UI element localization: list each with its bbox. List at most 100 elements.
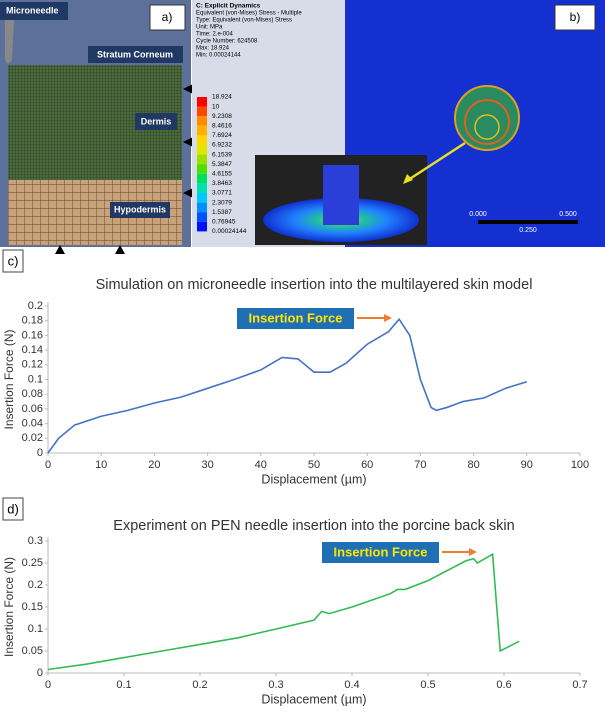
- scale-label: 1.5387: [212, 209, 232, 216]
- annotation: Insertion Force: [249, 310, 343, 325]
- y-tick-label: 0.05: [22, 645, 43, 657]
- x-tick-label: 0.4: [344, 679, 359, 691]
- color-cell: [197, 193, 207, 203]
- layer-box: [110, 202, 170, 218]
- scale-label: 2.3079: [212, 199, 232, 206]
- panel-label-box: [554, 4, 596, 31]
- x-tick-label: 0.7: [572, 679, 587, 691]
- y-tick-label: 0.06: [22, 403, 43, 415]
- panel-a: Microneedle Stratum Corneum Dermis Hypod…: [0, 0, 193, 254]
- panel-label: b): [570, 10, 581, 24]
- scale-label: 4.6155: [212, 171, 232, 178]
- x-tick-label: 0.3: [268, 679, 283, 691]
- marker: [55, 245, 125, 254]
- x-tick-label: 20: [148, 459, 160, 471]
- annotation-box: [237, 308, 354, 329]
- layer-box: [88, 46, 183, 63]
- x-tick-label: 0.5: [420, 679, 435, 691]
- x-axis-label: Displacement (µm): [261, 692, 366, 706]
- annotation: Insertion Force: [334, 544, 428, 559]
- scale-label: 6.9232: [212, 142, 232, 149]
- x-tick-label: 0: [45, 459, 51, 471]
- scale-label: 0.000: [469, 211, 487, 218]
- data-line: [47, 317, 528, 454]
- y-tick-label: 0.04: [22, 418, 43, 430]
- x-tick-label: 60: [361, 459, 373, 471]
- layer-label: Stratum Corneum: [97, 49, 173, 59]
- legend-line: Unit: MPa: [196, 25, 223, 31]
- x-tick-label: 10: [95, 459, 107, 471]
- y-axis-label: Insertion Force (N): [2, 557, 16, 657]
- color-cell: [197, 135, 207, 145]
- marker: [183, 84, 193, 198]
- scale-bar: [478, 220, 578, 224]
- legend-line: C: Explicit Dynamics: [196, 3, 261, 10]
- x-tick-label: 30: [201, 459, 213, 471]
- panel-label: c): [8, 253, 19, 268]
- layer-label: Microneedle: [6, 5, 59, 15]
- legend-line: Min: 0.00024144: [196, 53, 241, 59]
- ring: [474, 114, 500, 140]
- color-cell: [197, 97, 207, 107]
- inset-needle: [323, 165, 359, 225]
- scale-label: 7.6924: [212, 132, 232, 139]
- color-cell: [197, 164, 207, 174]
- needle: [5, 20, 14, 64]
- color-cell: [197, 212, 207, 222]
- arrow-head: [403, 174, 413, 184]
- y-tick-label: 0.08: [22, 388, 43, 400]
- data-line: [47, 552, 520, 671]
- y-tick-label: 0.3: [28, 535, 43, 547]
- y-tick-label: 0.1: [28, 623, 43, 635]
- y-tick-label: 0.12: [22, 359, 43, 371]
- scale-label: 0.500: [559, 211, 577, 218]
- scale-label: 0.76945: [212, 219, 236, 226]
- scale-label: 0.250: [519, 227, 537, 234]
- x-tick-label: 100: [571, 459, 589, 471]
- y-tick-label: 0.2: [28, 579, 43, 591]
- panel-label: d): [7, 501, 19, 516]
- color-cell: [197, 221, 207, 232]
- color-cell: [197, 116, 207, 126]
- y-tick-label: 0.25: [22, 557, 43, 569]
- x-tick-label: 0.2: [192, 679, 207, 691]
- y-tick-label: 0.15: [22, 601, 43, 613]
- panel-label-box: [2, 249, 24, 273]
- legend-line: Cycle Number: 624508: [196, 39, 258, 45]
- x-axis-label: Displacement (µm): [261, 472, 366, 486]
- layer-label: Dermis: [141, 116, 172, 126]
- scale-label: 9.2308: [212, 113, 232, 120]
- scale-label: 3.8463: [212, 180, 232, 187]
- panel-b: b) 0.000 0.500 0.250: [255, 0, 605, 247]
- x-tick-label: 40: [255, 459, 267, 471]
- scale-label: 18.924: [212, 94, 232, 101]
- x-tick-label: 0: [45, 679, 51, 691]
- y-tick-label: 0.02: [22, 432, 43, 444]
- panel-label-box: [2, 497, 24, 521]
- color-cell: [197, 202, 207, 213]
- x-tick-label: 80: [467, 459, 479, 471]
- scale-label: 8.4616: [212, 123, 232, 130]
- layer-box: [0, 2, 68, 20]
- layer-label: Hypodermis: [114, 204, 166, 214]
- y-tick-label: 0.2: [28, 300, 43, 312]
- annotation-arrow-head: [384, 314, 392, 322]
- panel-label-box: [149, 4, 186, 31]
- y-tick-label: 0.1: [28, 373, 43, 385]
- panel-label: a): [162, 10, 173, 24]
- y-tick-label: 0.18: [22, 315, 43, 327]
- color-cell: [197, 145, 207, 155]
- chart-title: Experiment on PEN needle insertion into …: [113, 518, 514, 534]
- y-tick-label: 0: [37, 667, 43, 679]
- arrow: [404, 141, 466, 184]
- color-cell: [197, 106, 207, 117]
- y-tick-label: 0.14: [22, 344, 43, 356]
- scale-label: 5.3847: [212, 161, 232, 168]
- x-tick-label: 0.1: [116, 679, 131, 691]
- chart-title: Simulation on microneedle insertion into…: [96, 277, 533, 293]
- legend-line: Max: 18.924: [196, 46, 230, 52]
- ring: [464, 99, 510, 145]
- y-tick-label: 0: [37, 447, 43, 459]
- y-axis-label: Insertion Force (N): [2, 329, 16, 429]
